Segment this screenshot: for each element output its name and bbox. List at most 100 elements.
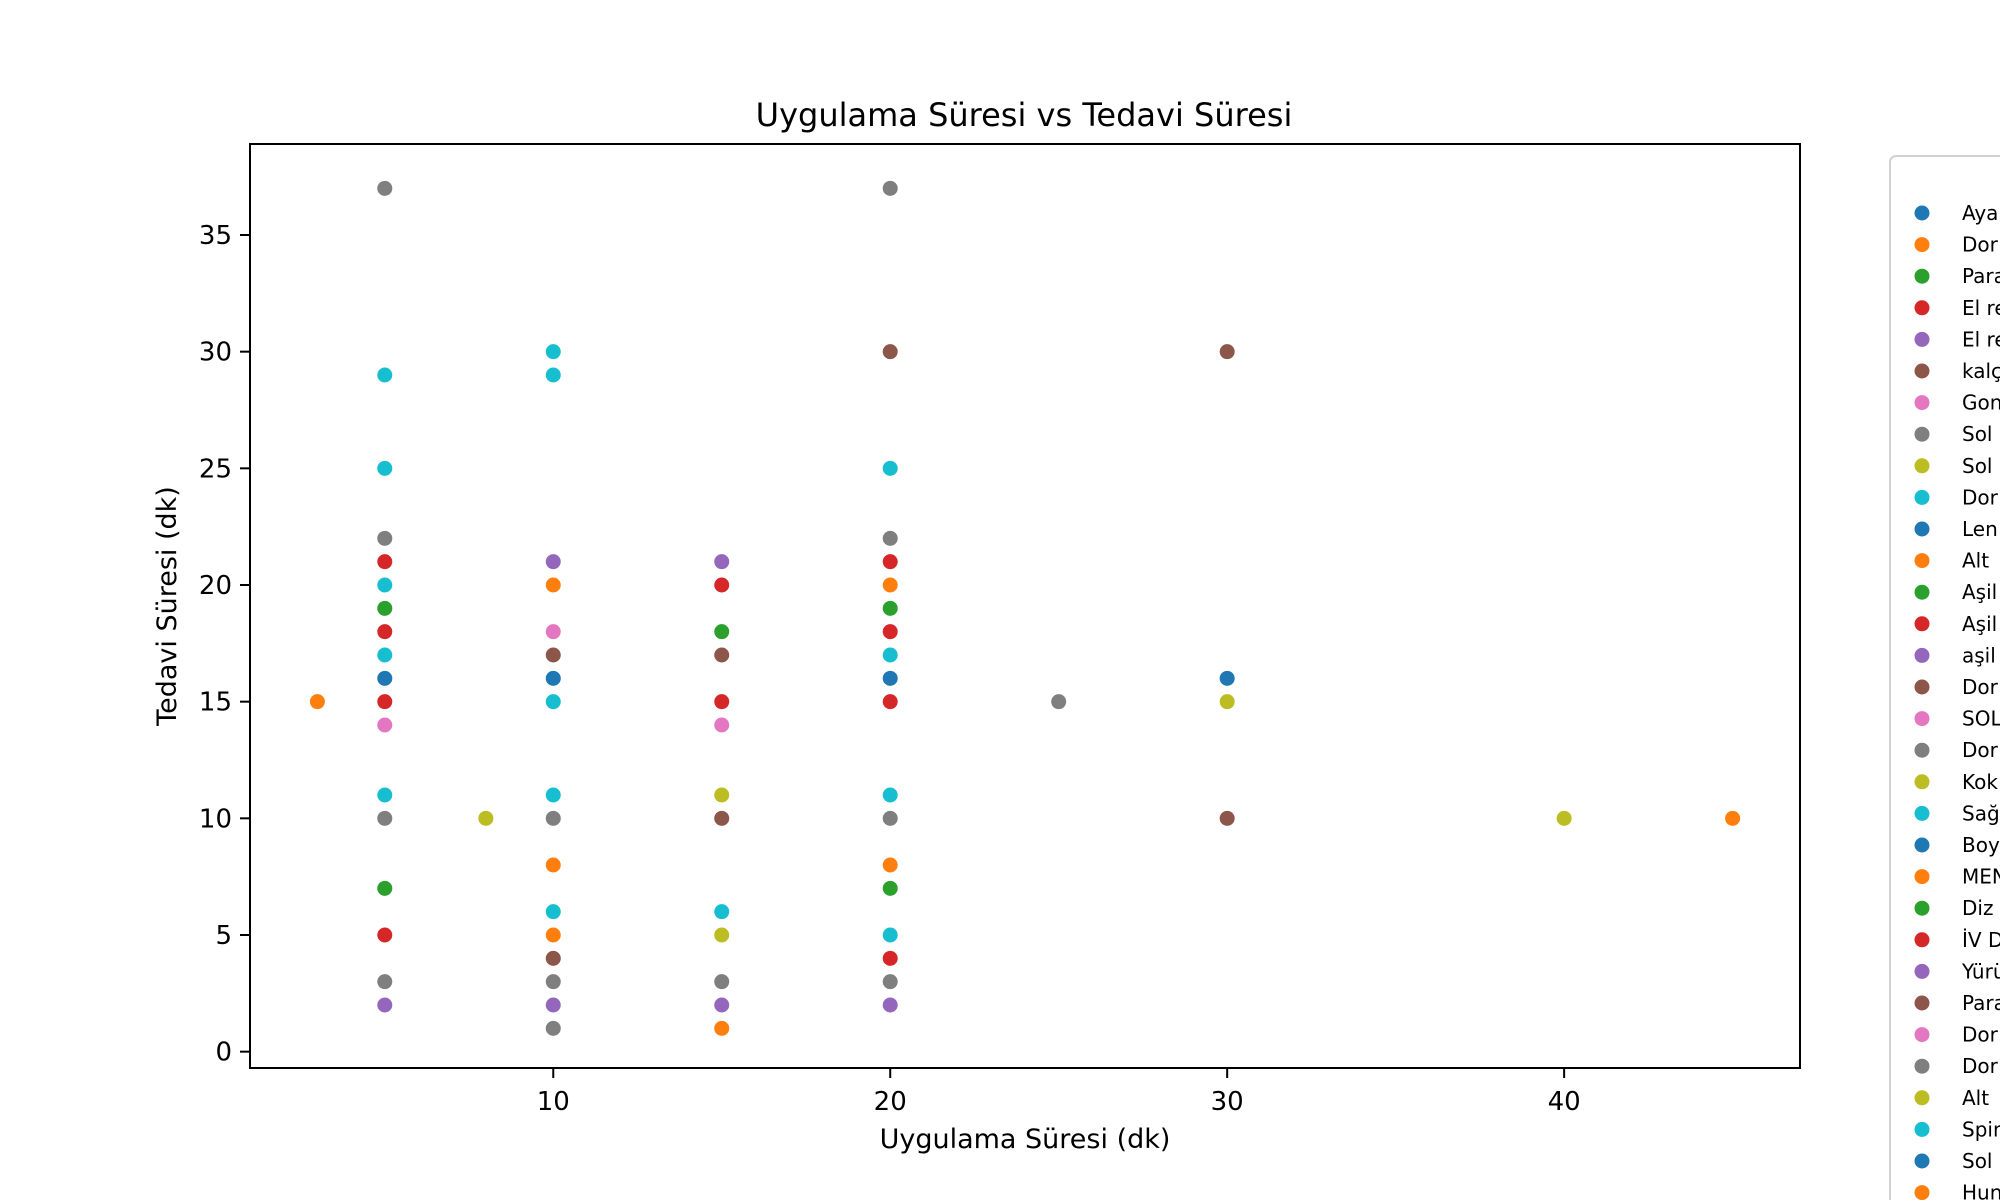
data-point	[714, 717, 730, 733]
legend-label: Diz	[1962, 896, 1993, 920]
legend-marker	[1914, 300, 1930, 316]
legend-label: El re	[1962, 296, 2000, 320]
y-tick-label: 30	[199, 338, 232, 368]
data-point	[545, 554, 561, 570]
data-point	[882, 997, 898, 1013]
data-point	[714, 577, 730, 593]
x-axis-label: Uygulama Süresi (dk)	[880, 1124, 1171, 1155]
data-point	[714, 787, 730, 803]
legend-marker	[1914, 363, 1930, 379]
legend-items: Aya Dor Para El re El re kalç Gon Sol Sol Dor Len A…	[1914, 201, 2000, 1200]
data-point	[377, 554, 393, 570]
data-point	[377, 694, 393, 710]
data-point	[377, 670, 393, 686]
data-point	[1725, 810, 1741, 826]
data-point	[377, 180, 393, 196]
legend-label: Hun	[1962, 1181, 2000, 1200]
legend-label: Dor	[1962, 485, 1999, 509]
data-point	[377, 787, 393, 803]
data-point	[714, 997, 730, 1013]
data-point	[545, 810, 561, 826]
data-point	[882, 554, 898, 570]
data-point	[377, 624, 393, 640]
legend-marker	[1914, 616, 1930, 632]
y-tick-label: 10	[199, 804, 232, 834]
legend-label: Gon	[1962, 391, 2000, 415]
x-tick-label: 30	[1211, 1087, 1244, 1117]
legend: Aya Dor Para El re El re kalç Gon Sol Sol Dor Len A…	[1889, 155, 2000, 1200]
legend-marker	[1914, 426, 1930, 442]
legend-label: Para	[1962, 264, 2000, 288]
legend-marker	[1914, 205, 1930, 221]
data-point	[882, 974, 898, 990]
y-tick-label: 35	[199, 221, 232, 251]
data-point	[377, 717, 393, 733]
data-point	[714, 1020, 730, 1036]
y-axis-label: Tedavi Süresi (dk)	[152, 486, 183, 727]
data-point	[545, 344, 561, 360]
data-point	[714, 810, 730, 826]
data-point	[1556, 810, 1572, 826]
data-point	[377, 577, 393, 593]
data-point	[545, 974, 561, 990]
legend-label: Dor	[1962, 1054, 1999, 1078]
data-point	[377, 880, 393, 896]
legend-label: El re	[1962, 327, 2000, 351]
legend-label: Len	[1962, 517, 1998, 541]
data-point	[309, 694, 325, 710]
legend-label: Dor	[1962, 738, 1999, 762]
legend-marker	[1914, 584, 1930, 600]
legend-label: Aşil	[1962, 580, 1997, 604]
legend-marker	[1914, 711, 1930, 727]
legend-marker	[1914, 1027, 1930, 1043]
data-point	[882, 810, 898, 826]
data-point	[882, 950, 898, 966]
data-point	[714, 927, 730, 943]
legend-marker	[1914, 489, 1930, 505]
legend-label: Dor	[1962, 233, 1999, 257]
legend-marker	[1914, 805, 1930, 821]
data-point	[545, 950, 561, 966]
legend-marker	[1914, 331, 1930, 347]
legend-marker	[1914, 932, 1930, 948]
data-point	[1219, 694, 1235, 710]
legend-marker	[1914, 553, 1930, 569]
y-tick-label: 25	[199, 454, 232, 484]
legend-label: Aya	[1962, 201, 1998, 225]
data-point	[714, 904, 730, 920]
legend-marker	[1914, 1058, 1930, 1074]
data-point	[882, 180, 898, 196]
data-points	[309, 180, 1741, 1036]
data-point	[714, 694, 730, 710]
data-point	[377, 810, 393, 826]
data-point	[714, 647, 730, 663]
data-point	[377, 460, 393, 476]
legend-label: Kok	[1962, 770, 1998, 794]
data-point	[882, 600, 898, 616]
y-tick-label: 5	[215, 921, 232, 951]
legend-marker	[1914, 237, 1930, 253]
data-point	[882, 647, 898, 663]
legend-marker	[1914, 521, 1930, 537]
data-point	[882, 577, 898, 593]
legend-marker	[1914, 458, 1930, 474]
x-tick-label: 40	[1548, 1087, 1581, 1117]
legend-marker	[1914, 1121, 1930, 1137]
data-point	[882, 670, 898, 686]
legend-label: MEN	[1962, 865, 2000, 889]
legend-label: Sol	[1962, 1149, 1993, 1173]
data-point	[377, 367, 393, 383]
data-point	[1219, 670, 1235, 686]
data-point	[545, 367, 561, 383]
legend-marker	[1914, 742, 1930, 758]
data-point	[545, 927, 561, 943]
legend-label: kalç	[1962, 359, 2000, 383]
data-point	[545, 997, 561, 1013]
data-point	[478, 810, 494, 826]
legend-marker	[1914, 395, 1930, 411]
data-point	[882, 857, 898, 873]
data-point	[882, 530, 898, 546]
legend-marker	[1914, 995, 1930, 1011]
